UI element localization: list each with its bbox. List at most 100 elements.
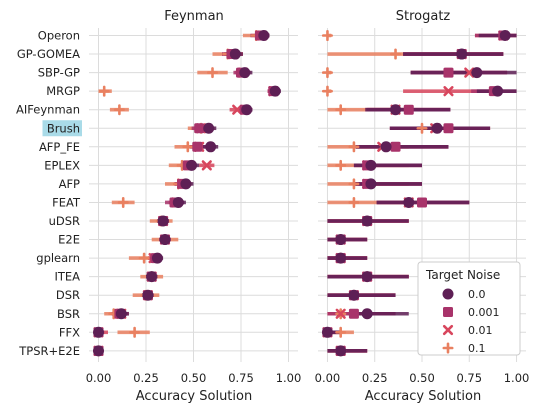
point-feynman-operon-noise-0-0 [258,30,270,41]
point-strogatz-eplex-noise-0-1 [335,159,347,171]
legend-marker-0-1 [442,342,454,354]
point-feynman-eplex-noise-0-01 [201,160,212,171]
point-feynman-bsr-noise-0-0 [115,308,127,320]
point-strogatz-afp-fe-noise-0-001 [390,141,401,152]
x-tick-label: 1.00 [504,371,530,385]
x-tick-label: 0.25 [362,371,388,385]
point-feynman-e2e-noise-0-0 [159,234,171,246]
point-feynman-afp-fe-noise-0-1 [182,141,194,153]
category-label-ffx: FFX [59,325,80,339]
legend-marker-0-0 [442,288,454,300]
point-feynman-aifeynman-noise-0-1 [113,104,125,116]
point-strogatz-ffx-noise-0-1 [335,326,347,338]
point-strogatz-bsr-noise-0-0 [361,308,373,320]
category-label-afp: AFP [59,177,80,191]
legend-label-0-001: 0.001 [468,306,500,319]
category-label-dsr: DSR [56,288,80,302]
point-feynman-eplex-noise-0-0 [186,159,198,171]
point-strogatz-aifeynman-noise-0-001 [403,104,414,115]
point-feynman-feat-noise-0-0 [172,196,184,208]
legend-marker-0-01 [442,324,454,336]
category-label-brush: Brush [47,121,80,135]
point-strogatz-aifeynman-noise-0-1 [335,104,347,116]
point-feynman-afp-fe-noise-0-0 [205,141,217,153]
point-feynman-aifeynman-noise-0-01 [232,104,243,115]
point-strogatz-udsr-noise-0-0 [361,215,373,227]
point-strogatz-sbp-gp-noise-0-1 [321,67,333,79]
legend-title: Target Noise [425,268,500,282]
point-strogatz-ffx-noise-0-0 [321,326,333,338]
point-strogatz-feat-noise-0-001 [417,197,427,208]
category-label-sbp-gp: SBP-GP [38,66,80,80]
category-label-operon: Operon [38,29,80,43]
x-tick-label: 1.00 [276,371,302,385]
legend-frame [417,261,521,356]
category-label-eplex: EPLEX [44,158,80,172]
category-label-gp-gomea: GP-GOMEA [17,47,80,61]
point-strogatz-operon-noise-0-1 [321,30,333,41]
category-label-gplearn: gplearn [36,251,80,265]
point-strogatz-sbp-gp-noise-0-0 [471,67,483,79]
legend-label-0-01: 0.01 [468,324,493,337]
category-label-feat: FEAT [52,195,81,209]
panel-title-strogatz: Strogatz [396,9,451,24]
point-strogatz-eplex-noise-0-0 [365,159,377,171]
point-strogatz-bsr-noise-0-001 [348,308,359,319]
point-strogatz-brush-noise-0-1 [416,122,428,134]
point-feynman-udsr-noise-0-0 [157,215,169,227]
category-label-mrgp: MRGP [46,84,80,98]
point-feynman-mrgp-noise-0-1 [98,85,110,97]
point-feynman-dsr-noise-0-0 [142,289,154,301]
point-feynman-afp-fe-noise-0-001 [192,141,203,152]
point-feynman-brush-noise-0-0 [203,122,215,134]
point-feynman-gplearn-noise-0-0 [151,252,163,264]
point-strogatz-aifeynman-noise-0-0 [390,104,402,116]
point-feynman-aifeynman-noise-0-0 [241,104,253,116]
point-strogatz-feat-noise-0-1 [348,196,360,208]
category-labels: Operon GP-GOMEA SBP-GP MRGP AIFeynman Brush AF… [16,29,82,358]
point-strogatz-dsr-noise-0-0 [348,289,360,301]
point-strogatz-brush-noise-0-0 [431,122,443,134]
legend-marker-0-001 [443,307,453,317]
x-axis-label-strogatz: Accuracy Solution [365,389,481,404]
x-tick-label: 0.75 [456,371,482,385]
point-strogatz-afp-fe-noise-0-1 [348,141,360,153]
point-strogatz-gp-gomea-noise-0-1 [390,48,402,60]
legend-label-0-0: 0.0 [468,288,486,301]
legend-label-0-1: 0.1 [468,342,486,355]
point-strogatz-afp-noise-0-1 [348,178,360,190]
point-strogatz-e2e-noise-0-0 [335,234,347,246]
panel-feynman: Feynman 0.00 0.25 0.50 0.75 1.00 Accuracy So… [86,9,302,404]
x-tick-label: 0.75 [228,371,254,385]
category-label-tpsr-e2e: TPSR+E2E [18,344,80,358]
legend: Target Noise 0.0 0.001 0.01 0.1 [417,261,521,356]
point-strogatz-operon-noise-0-0 [499,30,511,41]
x-axis-label-feynman: Accuracy Solution [136,389,252,404]
category-label-bsr: BSR [57,307,80,321]
point-strogatz-bsr-noise-0-01 [335,308,346,319]
x-tick-label: 0.00 [86,371,112,385]
point-feynman-ffx-noise-0-0 [93,326,104,338]
point-strogatz-brush-noise-0-001 [443,123,454,134]
point-feynman-gplearn-noise-0-1 [138,252,150,264]
category-label-e2e: E2E [58,233,80,247]
point-feynman-mrgp-noise-0-0 [269,85,281,97]
point-strogatz-mrgp-noise-0-01 [443,86,454,97]
point-strogatz-feat-noise-0-0 [403,196,415,208]
category-label-itea: ITEA [54,270,80,284]
category-label-afp-fe: AFP_FE [39,140,80,154]
point-strogatz-gplearn-noise-0-0 [335,252,347,264]
point-feynman-itea-noise-0-0 [146,271,158,283]
category-label-aifeynman: AIFeynman [16,103,80,117]
point-feynman-ffx-noise-0-1 [129,326,141,338]
x-tick-label: 0.00 [315,371,341,385]
point-feynman-afp-noise-0-0 [180,178,192,190]
point-feynman-sbp-gp-noise-0-0 [239,67,251,79]
point-strogatz-sbp-gp-noise-0-01 [464,67,475,78]
point-feynman-gp-gomea-noise-0-0 [229,48,241,60]
point-strogatz-mrgp-noise-0-0 [492,85,504,97]
point-feynman-tpsr-e2e-noise-0-0 [93,345,104,357]
point-strogatz-tpsr-e2e-noise-0-0 [335,345,347,357]
highlight-box [42,120,82,137]
